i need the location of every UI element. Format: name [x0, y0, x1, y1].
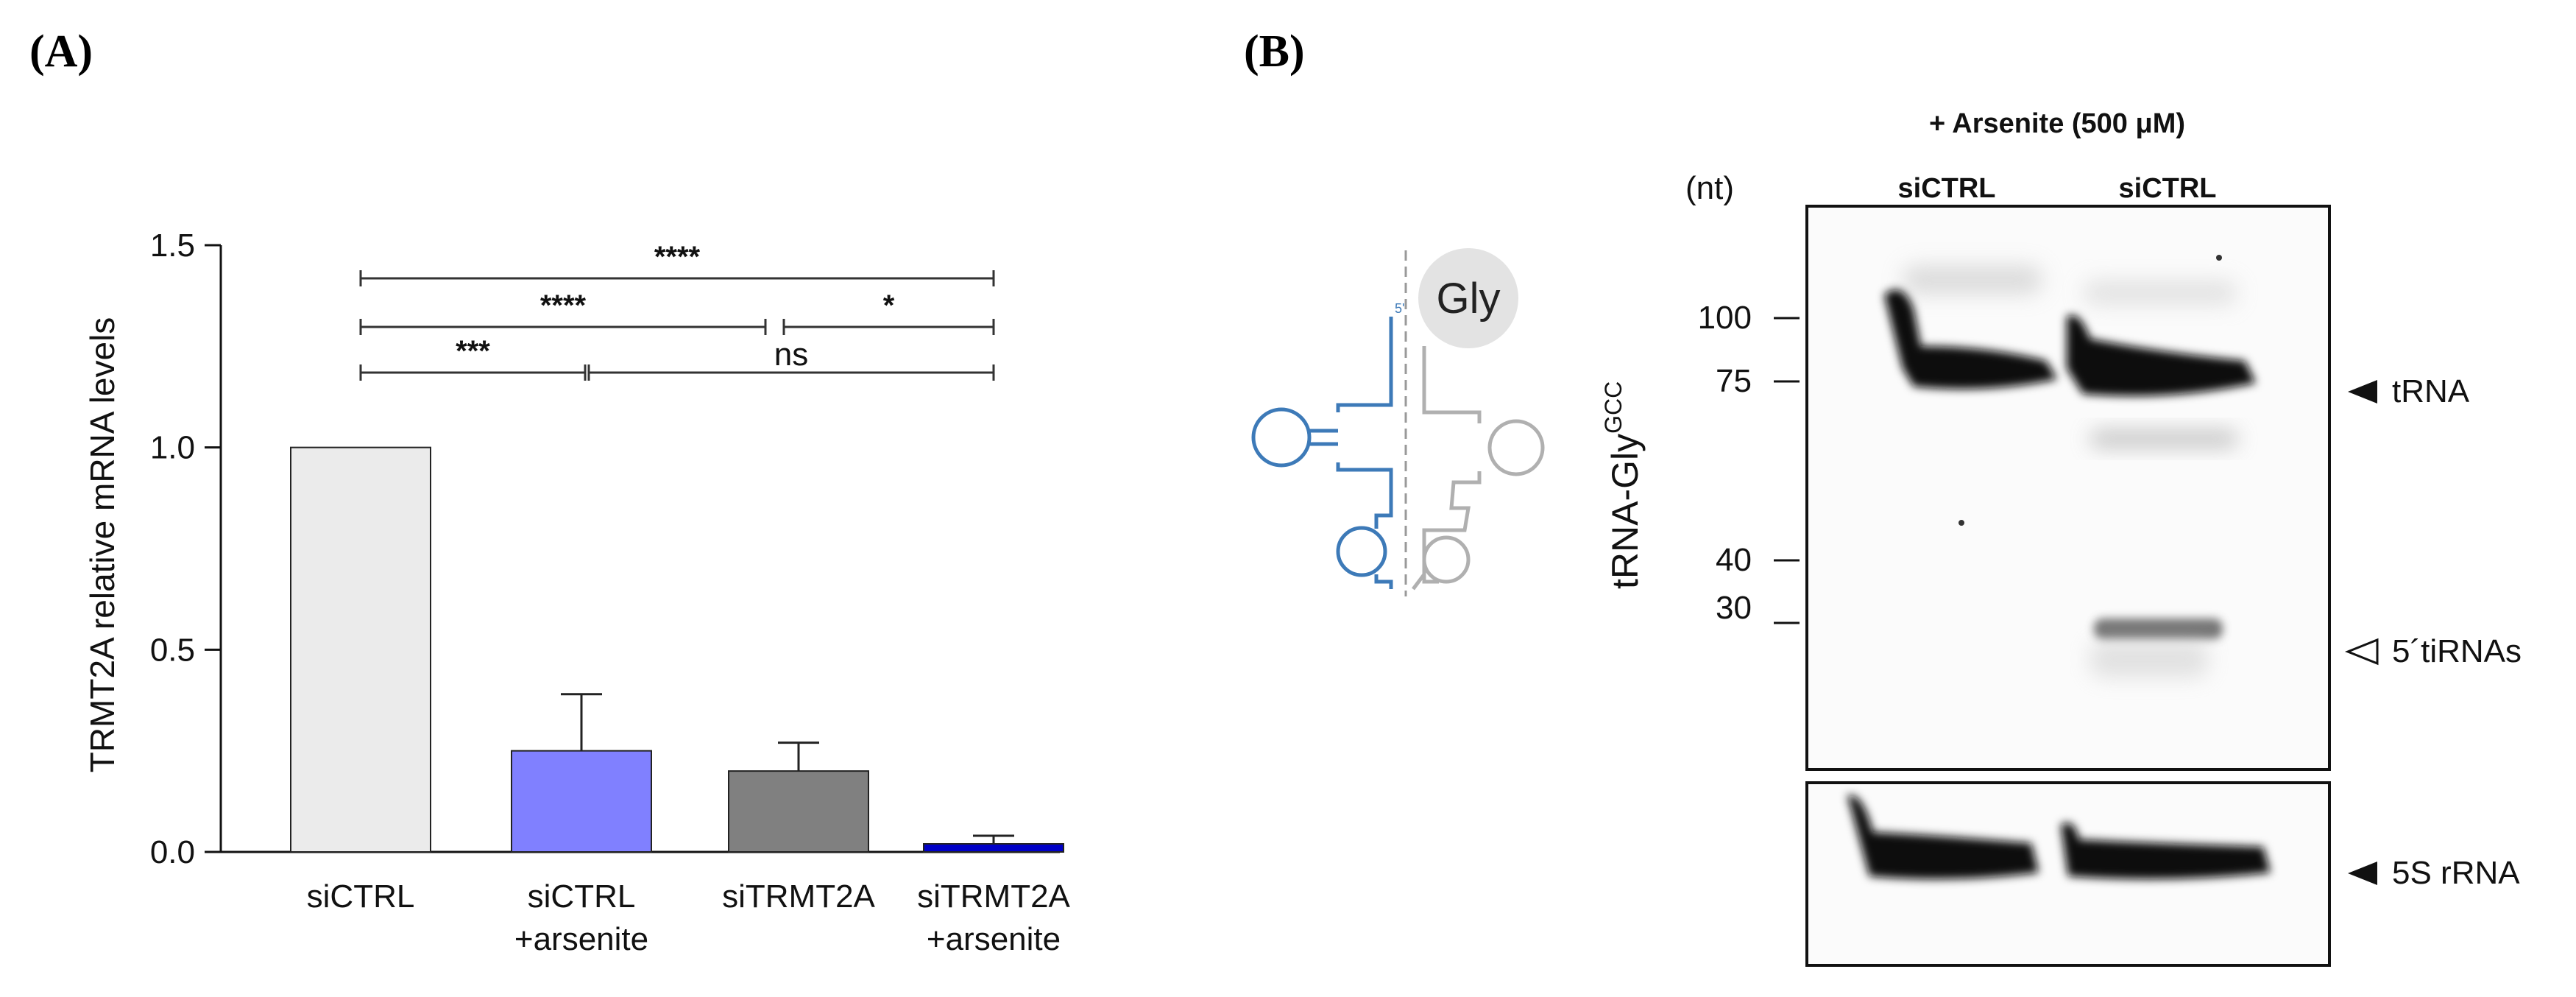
marker-30: 30 — [1716, 590, 1752, 626]
rrna-band-lane1 — [1847, 795, 2039, 879]
x-label-line2-3: +arsenite — [927, 921, 1061, 957]
amino-acid-bubble — [1418, 248, 1518, 348]
sig-label-4: ns — [774, 337, 808, 373]
x-label-1: siCTRL — [528, 878, 636, 915]
sig-label-1: **** — [540, 289, 587, 322]
bar-2 — [728, 770, 869, 853]
upper-membrane-signal — [1884, 255, 2256, 677]
rrna-arrow-icon — [2348, 862, 2377, 885]
tirna-band-label: 5´tiRNAs — [2392, 633, 2522, 669]
sub-trna-smear-lane2 — [2090, 431, 2237, 447]
anticodon-loop-blue — [1336, 526, 1387, 577]
treatment-header: + Arsenite (500 μM) — [1929, 108, 2185, 139]
bar-chart: TRMT2A relative mRNA levels 0.0 0.5 1.0 1.5… — [83, 228, 1071, 957]
northern-blot: + Arsenite (500 μM) (nt) siCTRL siCTRL t… — [1600, 108, 2522, 967]
anticodon-loop-gray — [1422, 535, 1471, 584]
probe-superscript: GCC — [1600, 381, 1627, 434]
marker-75: 75 — [1716, 363, 1752, 399]
y-tick-label-0: 0.0 — [150, 834, 195, 870]
x-label-2: siTRMT2A — [722, 878, 875, 915]
lane-2-label: siCTRL — [2119, 173, 2217, 204]
upper-membrane — [1805, 205, 2331, 771]
rrna-band-lane2 — [2061, 822, 2271, 879]
trna-band-label: tRNA — [2392, 373, 2470, 409]
size-markers: 100 75 40 30 — [1698, 300, 1800, 626]
x-label-line2-1: +arsenite — [514, 921, 648, 957]
marker-40: 40 — [1716, 542, 1752, 578]
y-tick-label-3: 1.5 — [150, 228, 195, 264]
speck — [1958, 520, 1964, 526]
d-stem — [1309, 429, 1338, 446]
trna-5prime-half — [1336, 317, 1393, 589]
trna-3prime-half — [1412, 346, 1482, 591]
x-label-3: siTRMT2A — [917, 878, 1070, 915]
speck-2 — [2216, 255, 2222, 261]
t-loop — [1487, 419, 1545, 476]
x-label-0: siCTRL — [307, 878, 415, 915]
marker-100: 100 — [1698, 300, 1752, 336]
bar-1 — [511, 750, 652, 853]
five-prime-mark: 5' — [1395, 301, 1404, 316]
probe-name: tRNA-Gly — [1604, 434, 1646, 589]
sig-label-3: *** — [456, 335, 490, 367]
y-axis-title: TRMT2A relative mRNA levels — [83, 317, 121, 773]
d-loop — [1251, 407, 1312, 468]
trna-band-lane1 — [1884, 289, 2057, 390]
unit-label: (nt) — [1685, 170, 1734, 206]
tirna-smear-lane2 — [2090, 641, 2208, 677]
lower-membrane-signal — [1847, 795, 2271, 879]
panel-a-label: (A) — [29, 27, 93, 77]
tirna-band-lane2 — [2094, 619, 2223, 639]
amino-acid-label: Gly — [1437, 275, 1501, 323]
y-tick-label-1: 0.5 — [150, 632, 195, 668]
faint-band-high-lane1 — [1903, 265, 2042, 295]
bar-0 — [290, 446, 431, 853]
faint-band-high-lane2 — [2083, 280, 2237, 306]
trna-arrow-icon — [2348, 380, 2377, 404]
trna-band-lane2 — [2067, 315, 2256, 396]
sig-label-0: **** — [654, 241, 701, 273]
lane-1-label: siCTRL — [1898, 173, 1996, 204]
tirna-arrow-icon — [2344, 638, 2379, 666]
probe-label: tRNA-GlyGCC — [1600, 381, 1646, 589]
rrna-band-label: 5S rRNA — [2392, 855, 2520, 891]
bar-3 — [923, 843, 1064, 853]
trna-schematic: 5' Gly — [1251, 248, 1545, 596]
y-tick-label-2: 1.0 — [150, 430, 195, 466]
sig-label-2: * — [883, 289, 895, 322]
panel-b-label: (B) — [1244, 27, 1305, 77]
